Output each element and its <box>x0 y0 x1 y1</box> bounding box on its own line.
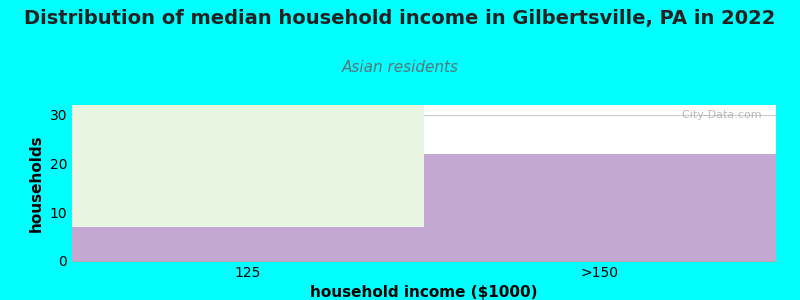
X-axis label: household income ($1000): household income ($1000) <box>310 285 538 300</box>
Bar <box>72 105 424 261</box>
Text: Distribution of median household income in Gilbertsville, PA in 2022: Distribution of median household income … <box>24 9 776 28</box>
Y-axis label: households: households <box>29 134 44 232</box>
Text: Asian residents: Asian residents <box>342 60 458 75</box>
Bar <box>424 154 776 261</box>
Bar <box>72 227 424 261</box>
Text: City-Data.com: City-Data.com <box>675 110 762 120</box>
